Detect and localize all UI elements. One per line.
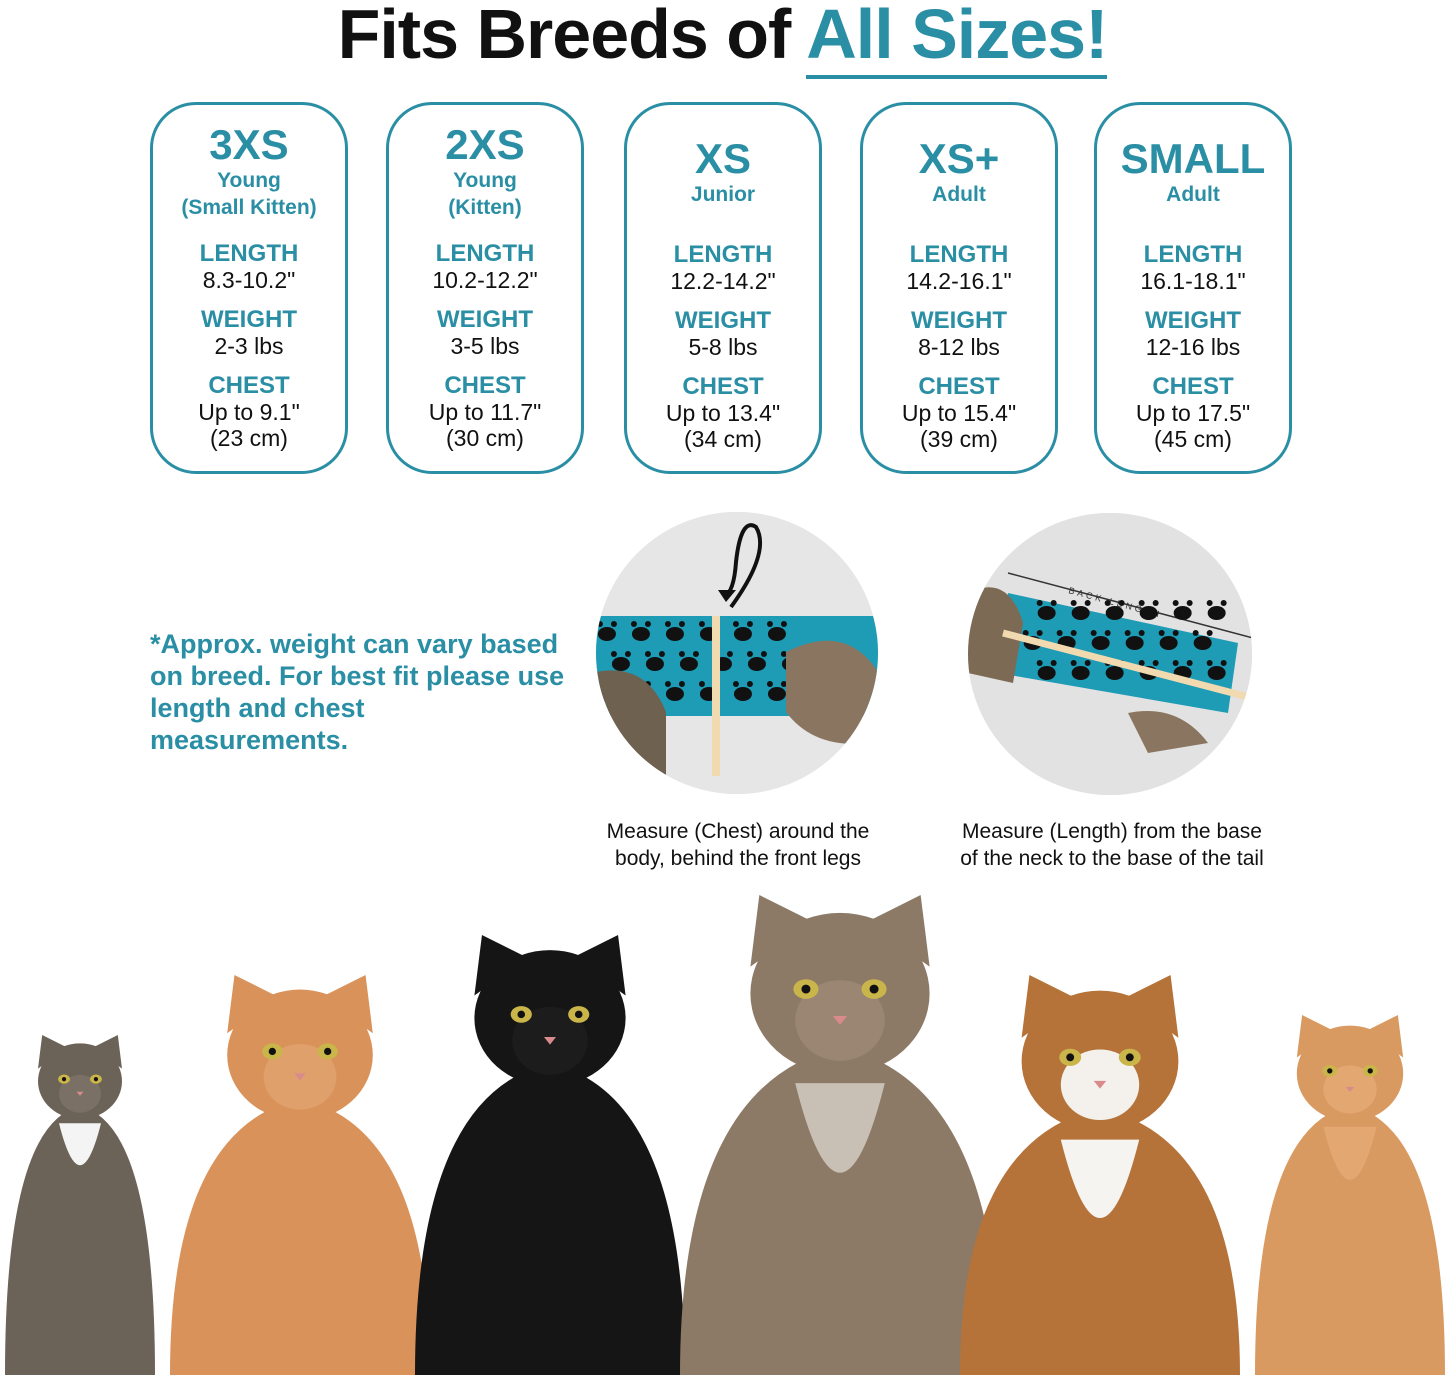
length-label: LENGTH: [673, 241, 773, 268]
tape-measure-icon: [712, 616, 720, 776]
cats-photo: [5, 895, 1445, 1375]
title-highlight: All Sizes!: [806, 0, 1108, 79]
length-value: 10.2-12.2": [432, 267, 538, 293]
chest-caption: Measure (Chest) around the body, behind t…: [606, 820, 870, 870]
arrow-icon: [722, 523, 763, 609]
size-age: Junior: [690, 183, 756, 206]
size-age: Young: [217, 169, 281, 192]
size-card-xs-plus: XS+ Adult LENGTH 14.2-16.1" WEIGHT 8-12 lb…: [860, 102, 1058, 474]
size-age-detail: (Kitten): [448, 196, 522, 219]
size-name: SMALL: [1120, 135, 1266, 182]
chest-cm-value: (23 cm): [210, 425, 288, 451]
chest-value: Up to 11.7": [428, 399, 542, 425]
weight-value: 12-16 lbs: [1145, 334, 1241, 360]
length-label: LENGTH: [1143, 241, 1243, 268]
chest-value: Up to 9.1": [198, 399, 300, 425]
cat-4: [680, 895, 1000, 1375]
chest-cm-value: (30 cm): [446, 425, 524, 451]
length-value: 14.2-16.1": [906, 268, 1012, 294]
chest-label: CHEST: [918, 373, 1000, 400]
chest-label: CHEST: [208, 372, 290, 399]
cat-1: [5, 1035, 155, 1375]
size-name: XS: [694, 135, 752, 182]
chest-cm-value: (34 cm): [684, 426, 762, 452]
length-measure-photo: BACK LENGTH: [968, 513, 1252, 795]
length-value: 12.2-14.2": [670, 268, 776, 294]
length-label: LENGTH: [909, 241, 1009, 268]
weight-value: 5-8 lbs: [688, 334, 758, 360]
size-name: 2XS: [445, 121, 525, 168]
size-age: Adult: [932, 183, 986, 206]
length-caption: Measure (Length) from the base of the nec…: [960, 820, 1264, 870]
cat-6: [1255, 1015, 1445, 1375]
size-age: Young: [453, 169, 517, 192]
cat-2: [170, 975, 430, 1375]
chest-value: Up to 13.4": [665, 400, 781, 426]
size-name: XS+: [918, 135, 1000, 182]
size-name: 3XS: [209, 121, 289, 168]
weight-label: WEIGHT: [675, 307, 771, 334]
chest-label: CHEST: [682, 373, 764, 400]
weight-label: WEIGHT: [201, 306, 297, 333]
cat-5: [960, 975, 1240, 1375]
weight-value: 8-12 lbs: [918, 334, 1000, 360]
length-value: 8.3-10.2": [202, 267, 296, 293]
weight-label: WEIGHT: [911, 307, 1007, 334]
length-label: LENGTH: [199, 240, 299, 267]
page-title: Fits Breeds of All Sizes!: [0, 0, 1445, 79]
chest-cm-value: (45 cm): [1154, 426, 1232, 452]
chest-value: Up to 15.4": [901, 400, 1017, 426]
weight-label: WEIGHT: [1145, 307, 1241, 334]
weight-value: 3-5 lbs: [450, 333, 520, 359]
chest-measure-photo: [596, 512, 878, 794]
size-card-3xs: 3XS Young (Small Kitten) LENGTH 8.3-10.2"…: [150, 102, 348, 474]
weight-value: 2-3 lbs: [214, 333, 284, 359]
length-label: LENGTH: [435, 240, 535, 267]
chest-cm-value: (39 cm): [920, 426, 998, 452]
size-age: Adult: [1166, 183, 1220, 206]
title-prefix: Fits Breeds of: [337, 0, 807, 73]
chest-value: Up to 17.5": [1135, 400, 1251, 426]
weight-label: WEIGHT: [437, 306, 533, 333]
size-card-2xs: 2XS Young (Kitten) LENGTH 10.2-12.2" WEIG…: [386, 102, 584, 474]
size-card-small: SMALL Adult LENGTH 16.1-18.1" WEIGHT 12-16…: [1094, 102, 1292, 474]
tape-measure-icon: [1002, 629, 1252, 702]
chest-label: CHEST: [444, 372, 526, 399]
size-age-detail: (Small Kitten): [181, 196, 317, 219]
cat-3: [415, 935, 685, 1375]
size-card-xs: XS Junior LENGTH 12.2-14.2" WEIGHT 5-8 lbs…: [624, 102, 822, 474]
chest-label: CHEST: [1152, 373, 1234, 400]
length-value: 16.1-18.1": [1140, 268, 1246, 294]
weight-note: *Approx. weight can vary based on breed.…: [150, 629, 565, 755]
